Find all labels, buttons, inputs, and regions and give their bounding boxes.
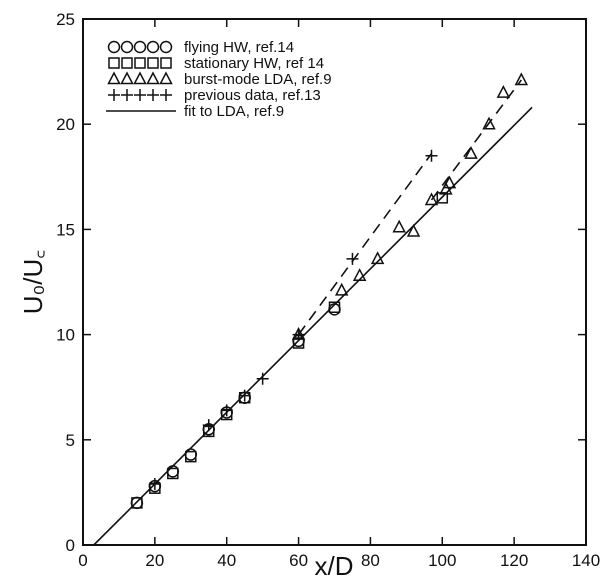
- legend-circle-sample: [159, 40, 173, 54]
- fit-line-solid: [93, 106, 533, 546]
- legend-square-sample: [147, 57, 159, 69]
- plus-marker: [256, 372, 269, 385]
- x-tick-label: 60: [289, 551, 308, 570]
- legend-label: flying HW, ref.14: [184, 39, 294, 56]
- square-marker: [131, 497, 143, 509]
- x-tick-label: 40: [217, 551, 236, 570]
- triangle-marker: [370, 251, 385, 265]
- axis-ticks: 0 20 40 60 80 100 120 140 0 5 10 15 20 25: [56, 10, 600, 570]
- circle-marker: [166, 465, 180, 478]
- y-tick-label: 10: [56, 326, 75, 345]
- legend-circle-sample: [107, 40, 121, 54]
- x-tick-label: 140: [572, 551, 600, 570]
- plus-marker: [425, 149, 438, 162]
- fit-line-dashed: [297, 153, 433, 336]
- y-tick-label: 15: [56, 220, 75, 239]
- legend-plus-sample: [121, 89, 133, 101]
- legend-label: fit to LDA, ref.9: [184, 103, 284, 120]
- legend-plus-sample: [108, 89, 120, 101]
- plus-marker: [220, 404, 233, 417]
- square-marker: [167, 467, 179, 480]
- legend-triangle-sample: [120, 71, 134, 85]
- square-marker: [328, 301, 341, 313]
- plus-marker: [148, 477, 161, 490]
- data-markers: [130, 72, 529, 510]
- square-marker: [436, 192, 449, 204]
- legend-triangle-sample: [133, 71, 147, 85]
- triangle-marker: [482, 116, 496, 130]
- x-tick-label: 0: [78, 551, 87, 570]
- plus-marker: [238, 389, 251, 402]
- legend-circle-sample: [120, 40, 134, 54]
- legend-square-sample: [134, 57, 146, 69]
- triangle-marker: [406, 223, 421, 237]
- y-tick-label: 0: [66, 536, 75, 555]
- fit-lines: [93, 79, 533, 546]
- legend-plus-sample: [160, 89, 172, 101]
- plot-frame: [82, 18, 587, 546]
- plus-marker: [202, 419, 215, 432]
- circle-marker: [184, 448, 198, 461]
- triangle-marker: [424, 192, 439, 206]
- legend-square-sample: [121, 57, 133, 69]
- triangle-marker: [439, 181, 453, 195]
- triangle-marker: [496, 85, 511, 98]
- legend-square-sample: [160, 57, 172, 69]
- triangle-marker: [352, 268, 367, 281]
- legend-triangle-sample: [146, 71, 160, 85]
- legend-label: previous data, ref.13: [184, 87, 321, 104]
- triangle-marker: [334, 282, 349, 296]
- fit-line-dashed: [430, 79, 522, 201]
- legend-label: stationary HW, ref 14: [184, 55, 324, 72]
- triangle-marker: [442, 175, 457, 189]
- x-tick-label: 100: [428, 551, 456, 570]
- legend-plus-sample: [147, 89, 159, 101]
- legend-triangle-sample: [159, 71, 173, 85]
- x-axis-label: x/D: [315, 551, 354, 580]
- triangle-marker: [514, 72, 529, 86]
- legend-triangle-sample: [107, 71, 121, 85]
- legend-circle-sample: [133, 40, 147, 54]
- legend-label: burst-mode LDA, ref.9: [184, 71, 332, 88]
- legend-circle-sample: [146, 40, 160, 54]
- x-tick-label: 80: [361, 551, 380, 570]
- y-tick-label: 5: [66, 431, 75, 450]
- y-axis-label: U₀/U꜀: [18, 250, 48, 315]
- plus-marker: [292, 328, 305, 341]
- legend-plus-sample: [134, 89, 146, 101]
- y-tick-label: 20: [56, 115, 75, 134]
- y-tick-label: 25: [56, 10, 75, 29]
- triangle-marker: [464, 146, 478, 159]
- plus-marker: [346, 252, 359, 265]
- x-tick-label: 20: [145, 551, 164, 570]
- triangle-marker: [392, 219, 406, 233]
- x-tick-label: 120: [500, 551, 528, 570]
- square-marker: [185, 450, 197, 463]
- legend-square-sample: [108, 57, 120, 69]
